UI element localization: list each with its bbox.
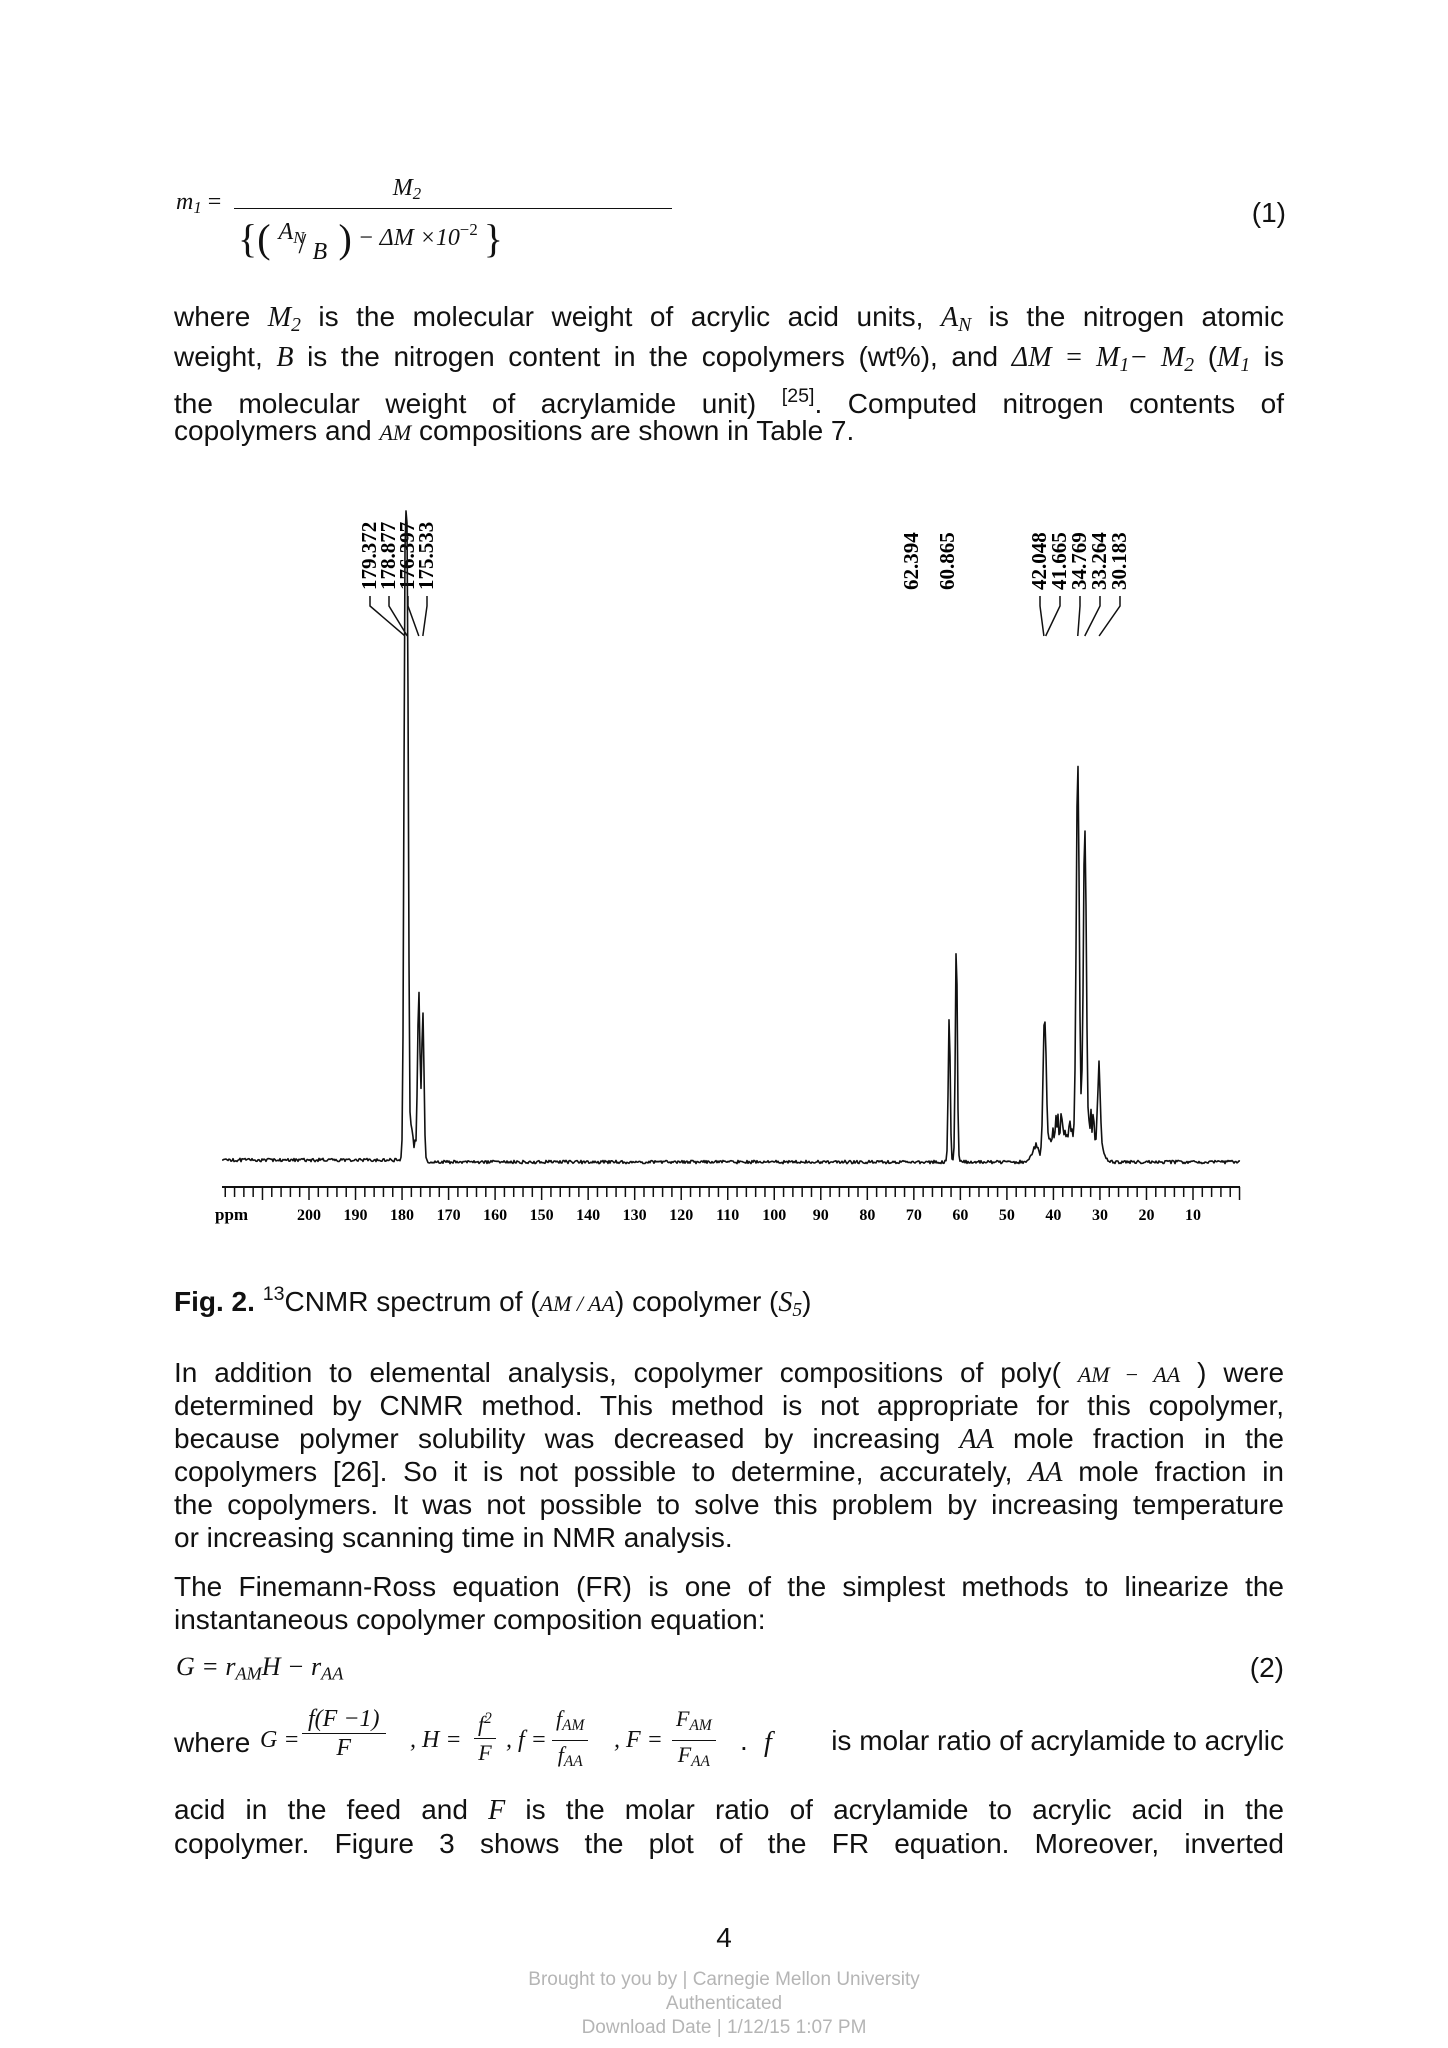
p1-line-1: where M2 is the molecular weight of acry…	[174, 301, 1285, 336]
eq1-numerator: M2	[392, 175, 422, 204]
peak-leader-line	[1044, 596, 1061, 637]
axis-tick-label: 100	[762, 1207, 786, 1224]
axis-tick-label: 140	[576, 1207, 600, 1224]
p4-line-1: where G = f(F −1) F , H = f2 F , f = fAM fA…	[174, 1705, 1284, 1775]
peak-leader-line	[1039, 596, 1045, 637]
p2-line-4: copolymers [26]. So it is not possible t…	[174, 1456, 1284, 1488]
peak-leader-line	[1077, 596, 1081, 637]
F-fraction: FAM FAA	[672, 1705, 716, 1776]
axis-tick-label: 90	[813, 1207, 829, 1224]
axis-tick-label: 30	[1092, 1207, 1108, 1224]
axis-tick-label: 120	[669, 1207, 693, 1224]
peak-leader-line	[422, 596, 428, 637]
axis-tick-label: 40	[1045, 1207, 1061, 1224]
p2-line-2: determined by CNMR method. This method i…	[174, 1390, 1284, 1421]
h-fraction: f2 F	[474, 1705, 496, 1767]
footer-line-3: Download Date | 1/12/15 1:07 PM	[581, 2017, 867, 2038]
axis-tick-label: 160	[483, 1207, 507, 1224]
equation-1: m1 = M2 {( AN / B ) − ΔM ×10−2 } (1)	[176, 175, 1286, 285]
eq1-denominator: {( AN / B ) − ΔM ×10−2 }	[238, 216, 503, 265]
p4-line-3: copolymer. Figure 3 shows the plot of th…	[174, 1828, 1284, 1859]
axis-tick-label: 10	[1185, 1207, 1201, 1224]
figure-caption: Fig. 2. 13CNMR spectrum of (AM / AA) cop…	[174, 1283, 812, 1321]
axis-tick-label: 130	[623, 1207, 647, 1224]
p2-line-5: the copolymers. It was not possible to s…	[174, 1489, 1284, 1520]
p3-line-2: instantaneous copolymer composition equa…	[174, 1604, 766, 1635]
peak-leader-lines	[369, 596, 1121, 637]
peak-label: 62.394	[899, 532, 923, 590]
p3-line-1: The Finemann-Ross equation (FR) is one o…	[174, 1571, 1284, 1602]
equation-2: G = rAMH − rAA	[176, 1652, 344, 1684]
eq1-lhs: m1 =	[176, 189, 222, 218]
peak-label: 41.665	[1047, 532, 1071, 590]
eq1-number: (1)	[1251, 197, 1286, 228]
peak-leader-line	[388, 596, 408, 637]
peak-label: 42.048	[1027, 532, 1051, 590]
footer-line-2: Authenticated	[665, 1993, 783, 2014]
axis-tick-label: 180	[390, 1207, 414, 1224]
p1-line-4: copolymers and AM compositions are shown…	[174, 415, 855, 446]
peak-leader-line	[407, 596, 420, 637]
f-fraction: fAM fAA	[552, 1705, 589, 1776]
axis-tick-label: 170	[437, 1207, 461, 1224]
axis-tick-label: 200	[297, 1207, 321, 1224]
page-number: 4	[716, 1922, 732, 1953]
axis-tick-label: 110	[716, 1207, 739, 1224]
footer-line-1: Brought to you by | Carnegie Mellon Univ…	[528, 1969, 920, 1990]
peak-label: 175.533	[414, 522, 438, 590]
axis-tick-label: 80	[859, 1207, 875, 1224]
peak-label: 34.769	[1067, 532, 1091, 590]
p2-line-1: In addition to elemental analysis, copol…	[174, 1357, 1285, 1388]
peak-label: 30.183	[1107, 532, 1131, 590]
peak-leader-line	[1098, 596, 1121, 637]
eq2-number: (2)	[1249, 1652, 1284, 1683]
peak-leader-line	[1084, 596, 1101, 637]
p1-line-3: the molecular weight of acrylamide unit)…	[174, 385, 1285, 419]
axis-tick-label: 150	[530, 1207, 554, 1224]
axis-tick-label: 70	[906, 1207, 922, 1224]
axis-tick-label: 50	[999, 1207, 1015, 1224]
axis-ticks	[224, 1187, 1241, 1200]
p2-line-6: or increasing scanning time in NMR analy…	[174, 1522, 733, 1553]
axis-tick-label: 190	[344, 1207, 368, 1224]
peak-label: 179.372	[357, 522, 381, 590]
peak-label: 60.865	[935, 532, 959, 590]
p2-line-3: because polymer solubility was decreased…	[174, 1423, 1284, 1455]
axis-tick-label: 60	[952, 1207, 968, 1224]
spectrum-trace	[222, 510, 1241, 1165]
g-fraction: f(F −1) F	[302, 1705, 386, 1762]
axis-tick-label: 20	[1138, 1207, 1154, 1224]
axis-tick-labels: 200 190 180 170 160 150 140 130 120 110 100 90 80 70 6…	[297, 1207, 1201, 1224]
peak-label: 178.877	[376, 522, 400, 590]
peak-label: 33.264	[1087, 532, 1111, 590]
p4-line-2: acid in the feed and F is the molar rati…	[174, 1794, 1285, 1826]
peak-leader-line	[369, 596, 406, 637]
p1-line-2: weight, B is the nitrogen content in the…	[174, 341, 1285, 376]
axis-unit-label: ppm	[215, 1205, 248, 1224]
eq1-fraction-bar	[234, 208, 672, 209]
